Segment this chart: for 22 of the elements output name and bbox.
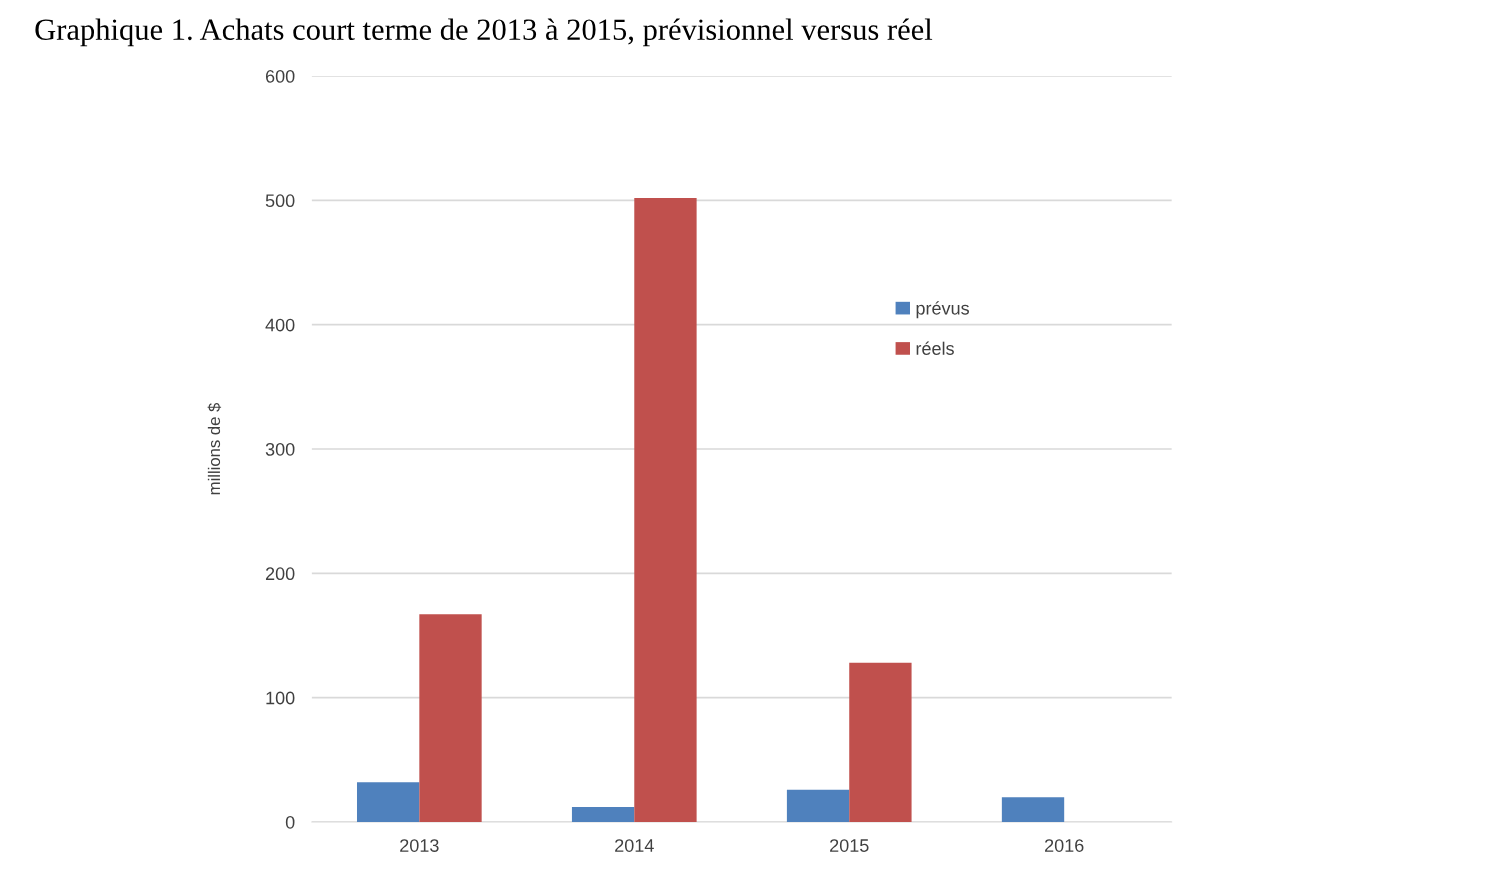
y-tick-label: 100 [266,691,295,705]
legend-label: prévus [916,301,969,319]
x-tick-label: 2014 [615,839,654,852]
bar [571,807,635,822]
y-tick-label: 600 [265,69,295,83]
x-tick-label: 2016 [1045,839,1084,852]
y-tick-label: 0 [285,815,295,829]
bar [786,789,850,822]
y-tick-label: 300 [265,442,295,456]
bar [356,782,420,822]
bar [1001,797,1065,822]
x-tick-label: 2013 [400,839,439,852]
y-tick-label: 500 [265,194,295,208]
chart-title: Graphique 1. Achats court terme de 2013 à 2015, prévisionnel versus réel [35,18,933,47]
bar [634,197,697,822]
legend-label: réels [916,341,954,355]
y-tick-label: 200 [265,567,295,581]
y-axis-title: millions de $ [207,402,222,495]
y-tick-label: 400 [265,318,295,332]
bar [849,662,912,822]
x-tick-label: 2015 [830,839,869,852]
bar [419,614,482,822]
